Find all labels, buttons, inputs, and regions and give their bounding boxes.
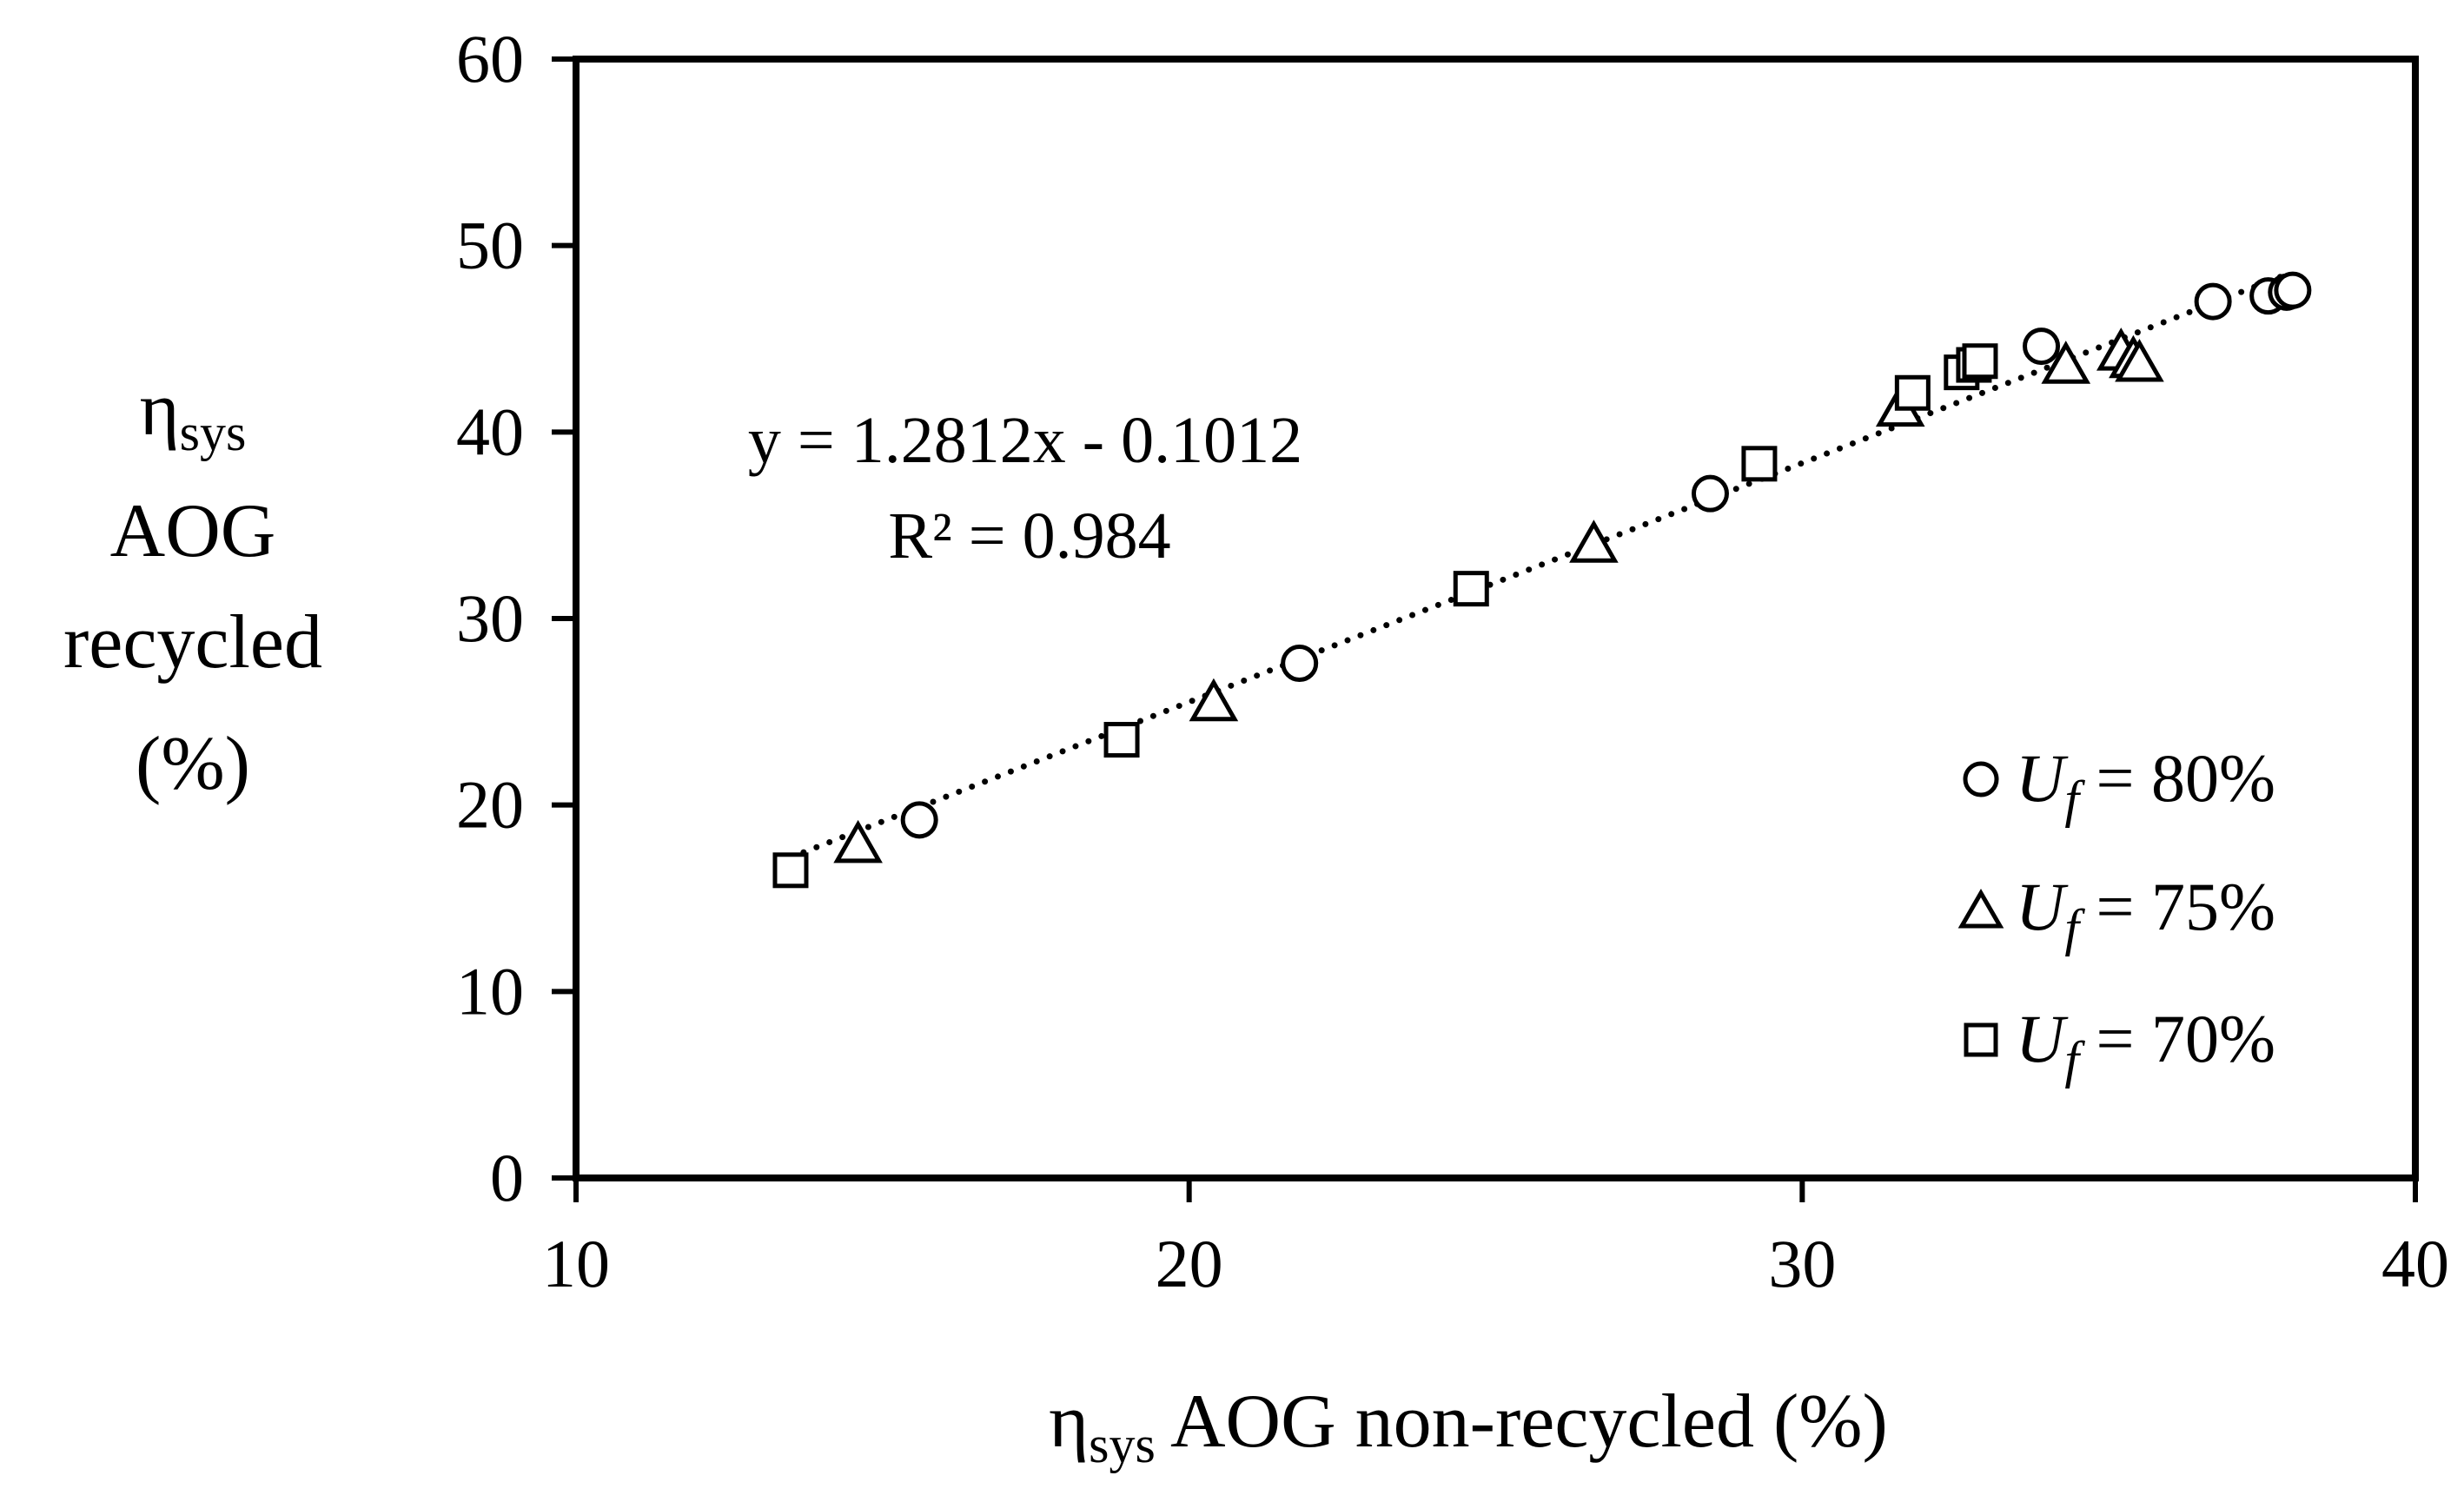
trendline-equation: y = 1.2812x - 0.1012 — [748, 404, 1302, 477]
data-point-triangle — [833, 819, 883, 863]
y-axis-title-symbol: η — [140, 367, 180, 452]
y-axis-title-line-1: AOG — [110, 489, 276, 573]
y-tick-label: 60 — [456, 21, 524, 96]
data-point-circle — [2274, 271, 2312, 309]
data-point-square — [772, 852, 809, 889]
x-axis-title-subscript: sys — [1089, 1416, 1156, 1473]
data-point-square — [1962, 343, 1998, 380]
x-axis-title-text: AOG non-recycled (%) — [1156, 1380, 1888, 1464]
y-tick-label: 50 — [456, 208, 524, 283]
data-point-square — [1453, 571, 1489, 607]
data-point-square — [1894, 374, 1931, 411]
trendline-r-squared: R² = 0.984 — [888, 500, 1170, 572]
legend-var: U — [2016, 740, 2069, 816]
series-triangle — [833, 328, 2164, 863]
legend-marker-circle — [1963, 761, 1999, 797]
series-circle — [900, 271, 2312, 839]
trendline-layer — [787, 268, 2296, 861]
legend-marker-square — [1964, 1022, 1998, 1057]
legend-item-uf-75: Uf = 75% — [1957, 869, 2275, 956]
legend-value: = 75% — [2079, 869, 2275, 944]
legend-var: U — [2016, 869, 2069, 944]
svg-text:Uf = 70%: Uf = 70% — [2016, 1001, 2275, 1088]
legend: Uf = 80% Uf = 75% Uf = 70% — [1957, 740, 2275, 1088]
legend-value: = 80% — [2079, 740, 2275, 816]
data-point-triangle — [2041, 341, 2091, 384]
legend-item-uf-80: Uf = 80% — [1963, 740, 2275, 828]
y-axis-title-line-2: recycled — [63, 600, 322, 685]
data-point-circle — [2194, 282, 2232, 321]
svg-text:Uf = 75%: Uf = 75% — [2016, 869, 2275, 956]
svg-text:Uf = 80%: Uf = 80% — [2016, 740, 2275, 828]
y-tick-label: 30 — [456, 580, 524, 656]
data-point-square — [1741, 446, 1778, 482]
y-axis-title: ηsys AOG recycled (%) — [63, 367, 322, 806]
y-tick-label: 10 — [456, 953, 524, 1029]
legend-var: U — [2016, 1001, 2069, 1076]
y-axis-title-line-3: (%) — [136, 722, 250, 806]
x-tick-label: 20 — [1156, 1226, 1223, 1301]
legend-item-uf-70: Uf = 70% — [1964, 1001, 2275, 1088]
data-points-layer — [772, 271, 2312, 889]
x-tick-label: 30 — [1768, 1226, 1836, 1301]
data-point-square — [1103, 722, 1140, 758]
y-axis-title-subscript: sys — [180, 404, 247, 461]
data-point-circle — [2023, 328, 2061, 366]
x-axis-title: ηsys AOG non-recycled (%) — [1049, 1380, 1888, 1473]
legend-value: = 70% — [2079, 1001, 2275, 1076]
x-tick-label: 40 — [2381, 1226, 2449, 1301]
x-axis-title-symbol: η — [1049, 1380, 1089, 1464]
legend-marker-triangle — [1957, 889, 2004, 929]
trendline — [787, 268, 2296, 861]
x-tick-label: 10 — [542, 1226, 610, 1301]
svg-text:ηsys: ηsys — [140, 367, 247, 461]
data-point-triangle — [2115, 339, 2164, 382]
series-square — [772, 343, 1998, 889]
y-tick-label: 20 — [456, 767, 524, 843]
y-tick-label: 0 — [490, 1140, 524, 1215]
data-point-triangle — [1569, 519, 1619, 563]
data-point-circle — [900, 801, 938, 839]
data-point-triangle — [1189, 678, 1239, 722]
y-tick-label: 40 — [456, 394, 524, 469]
data-point-circle — [1691, 474, 1729, 513]
data-point-circle — [1281, 645, 1319, 683]
